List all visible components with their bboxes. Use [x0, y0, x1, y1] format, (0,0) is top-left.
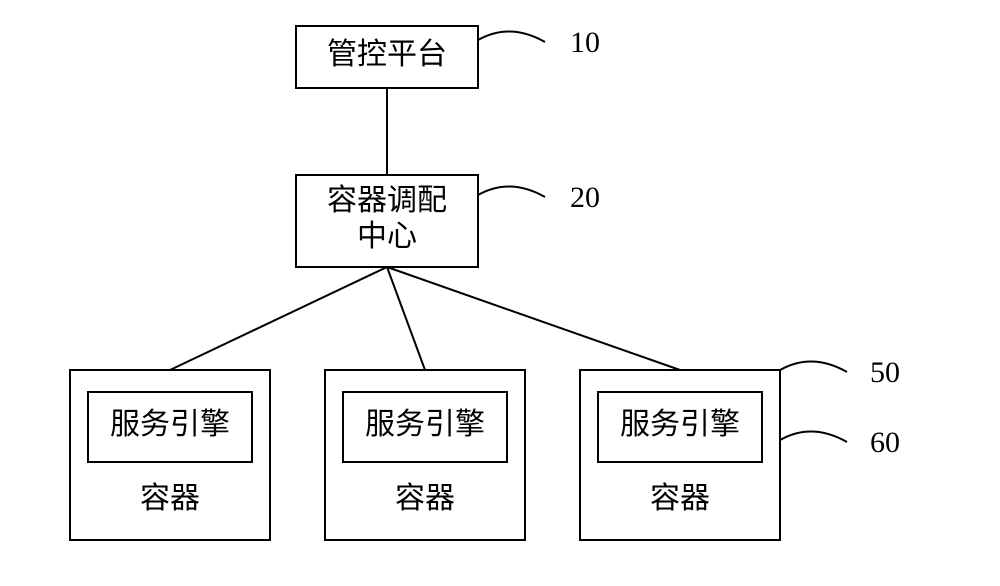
node-top-label-0: 管控平台	[327, 38, 447, 71]
edge-1	[170, 267, 387, 370]
callout-label-10: 10	[570, 26, 600, 59]
container-1: 服务引擎容器	[325, 370, 525, 540]
callout-60: 60	[780, 426, 900, 459]
container-caption-1: 容器	[395, 482, 455, 515]
container-caption-2: 容器	[650, 482, 710, 515]
edge-3	[387, 267, 680, 370]
container-0: 服务引擎容器	[70, 370, 270, 540]
callout-label-20: 20	[570, 181, 600, 214]
node-middle-label-0: 容器调配	[327, 184, 447, 217]
container-caption-0: 容器	[140, 482, 200, 515]
service-engine-label-0: 服务引擎	[110, 408, 230, 441]
callout-20: 20	[478, 181, 600, 214]
callout-50: 50	[780, 356, 900, 389]
callout-label-50: 50	[870, 356, 900, 389]
node-middle-label-1: 中心	[357, 220, 417, 253]
callout-10: 10	[478, 26, 600, 59]
node-top: 管控平台	[296, 26, 478, 88]
service-engine-label-1: 服务引擎	[365, 408, 485, 441]
service-engine-label-2: 服务引擎	[620, 408, 740, 441]
callout-label-60: 60	[870, 426, 900, 459]
node-middle: 容器调配中心	[296, 175, 478, 267]
edge-2	[387, 267, 425, 370]
container-2: 服务引擎容器	[580, 370, 780, 540]
